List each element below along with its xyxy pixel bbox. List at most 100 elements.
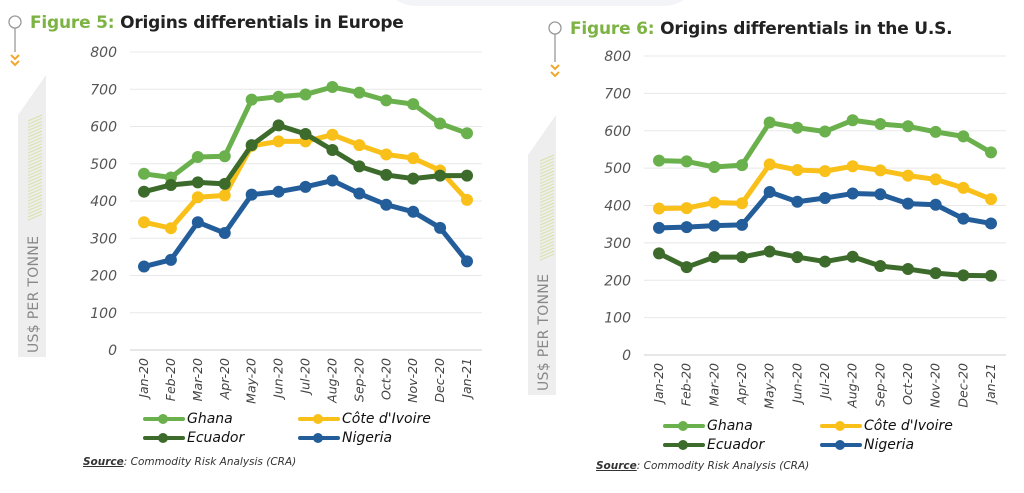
series-ecuador bbox=[653, 245, 997, 282]
x-tick-label: Aug-20 bbox=[845, 363, 860, 409]
data-point bbox=[191, 191, 204, 204]
data-point bbox=[736, 159, 748, 172]
data-point bbox=[846, 160, 859, 173]
data-point bbox=[736, 197, 748, 210]
y-tick-label: 500 bbox=[90, 157, 117, 173]
data-point bbox=[138, 167, 150, 180]
data-point bbox=[957, 181, 970, 194]
legend-label: Ecuador bbox=[707, 437, 765, 453]
figure-label: Figure 6: bbox=[570, 19, 655, 39]
legend-label: Nigeria bbox=[864, 437, 915, 453]
x-tick-label: Oct-20 bbox=[378, 358, 393, 400]
data-point bbox=[929, 267, 942, 280]
data-point bbox=[299, 180, 312, 193]
source-text: : Commodity Risk Analysis (CRA) bbox=[123, 456, 297, 468]
x-tick-label: Jul-20 bbox=[817, 363, 832, 402]
data-point bbox=[902, 120, 914, 133]
data-point bbox=[653, 247, 665, 260]
figure-6-panel: Figure 6: Origins differentials in the U… bbox=[520, 0, 1024, 493]
data-point bbox=[272, 185, 285, 198]
data-point bbox=[164, 178, 177, 191]
legend-item-c-te-d-ivoire: Côte d'Ivoire bbox=[298, 411, 431, 427]
data-point bbox=[763, 116, 776, 129]
data-point bbox=[708, 219, 721, 232]
legend-label: Ghana bbox=[707, 418, 753, 434]
data-point bbox=[191, 151, 204, 164]
legend-item-ghana: Ghana bbox=[143, 411, 233, 427]
legend-swatch bbox=[298, 431, 340, 445]
y-tick-label: 100 bbox=[90, 306, 117, 322]
data-point bbox=[763, 158, 776, 171]
data-point bbox=[461, 169, 473, 182]
data-point bbox=[791, 195, 804, 208]
y-tick-label: 500 bbox=[604, 161, 631, 177]
x-tick-label: Feb-20 bbox=[679, 363, 694, 406]
data-point bbox=[874, 118, 887, 131]
y-axis-label: US$ PER TONNE bbox=[26, 236, 42, 353]
data-point bbox=[245, 93, 258, 106]
data-point bbox=[985, 269, 997, 282]
data-point bbox=[353, 187, 366, 200]
x-tick-label: Jan-21 bbox=[459, 358, 474, 401]
y-tick-label: 300 bbox=[90, 231, 117, 247]
data-point bbox=[957, 130, 970, 143]
source-text: : Commodity Risk Analysis (CRA) bbox=[636, 460, 810, 472]
y-axis-side-banner: US$ PER TONNE bbox=[18, 75, 46, 357]
data-point bbox=[791, 251, 804, 264]
data-point bbox=[680, 261, 693, 274]
series-c-te-d-ivoire bbox=[138, 128, 473, 235]
data-point bbox=[929, 125, 942, 138]
y-tick-label: 0 bbox=[622, 348, 631, 364]
data-point bbox=[353, 160, 366, 173]
x-tick-label: Jun-20 bbox=[271, 358, 286, 401]
timeline-pin-icon bbox=[8, 15, 22, 67]
source-note: Source: Commodity Risk Analysis (CRA) bbox=[83, 456, 296, 468]
data-point bbox=[326, 174, 339, 187]
data-point bbox=[272, 119, 285, 132]
data-point bbox=[434, 169, 447, 182]
data-point bbox=[434, 117, 447, 130]
x-tick-label: Feb-20 bbox=[163, 358, 178, 401]
data-point bbox=[680, 155, 693, 168]
legend-swatch bbox=[663, 438, 705, 452]
data-point bbox=[218, 150, 231, 163]
figure-5-panel: Figure 5: Origins differentials in Europ… bbox=[8, 13, 482, 468]
source-label: Source bbox=[83, 456, 124, 468]
series-c-te-d-ivoire bbox=[653, 158, 997, 215]
legend-label: Nigeria bbox=[342, 430, 393, 446]
figure-title: Figure 6: Origins differentials in the U… bbox=[570, 19, 953, 39]
series-nigeria bbox=[653, 186, 997, 234]
data-point bbox=[653, 154, 665, 167]
series-ecuador bbox=[138, 119, 473, 198]
data-point bbox=[819, 192, 831, 205]
x-tick-label: Sep-20 bbox=[872, 363, 887, 407]
data-point bbox=[819, 165, 831, 178]
x-tick-label: Apr-20 bbox=[217, 358, 232, 400]
data-point bbox=[874, 164, 887, 177]
data-point bbox=[653, 221, 665, 234]
y-axis-label: US$ PER TONNE bbox=[536, 274, 552, 391]
y-tick-label: 400 bbox=[604, 199, 631, 215]
y-tick-label: 0 bbox=[108, 343, 117, 359]
legend-label: Ghana bbox=[187, 411, 233, 427]
data-point bbox=[902, 197, 914, 210]
data-point bbox=[985, 146, 997, 159]
x-tick-label: Sep-20 bbox=[351, 358, 366, 402]
data-point bbox=[299, 127, 312, 140]
y-axis-side-banner: US$ PER TONNE bbox=[528, 115, 556, 395]
figure-title: Figure 5: Origins differentials in Europ… bbox=[30, 13, 404, 33]
y-tick-label: 800 bbox=[604, 49, 631, 65]
data-point bbox=[218, 227, 231, 240]
data-point bbox=[191, 176, 204, 189]
data-point bbox=[708, 161, 721, 174]
data-point bbox=[245, 139, 258, 152]
data-point bbox=[272, 135, 285, 148]
data-point bbox=[985, 193, 997, 206]
data-point bbox=[791, 163, 804, 176]
data-point bbox=[461, 127, 473, 140]
x-tick-label: Oct-20 bbox=[900, 363, 915, 405]
data-point bbox=[736, 218, 748, 231]
data-point bbox=[763, 245, 776, 258]
data-point bbox=[736, 251, 748, 264]
data-point bbox=[846, 114, 859, 127]
